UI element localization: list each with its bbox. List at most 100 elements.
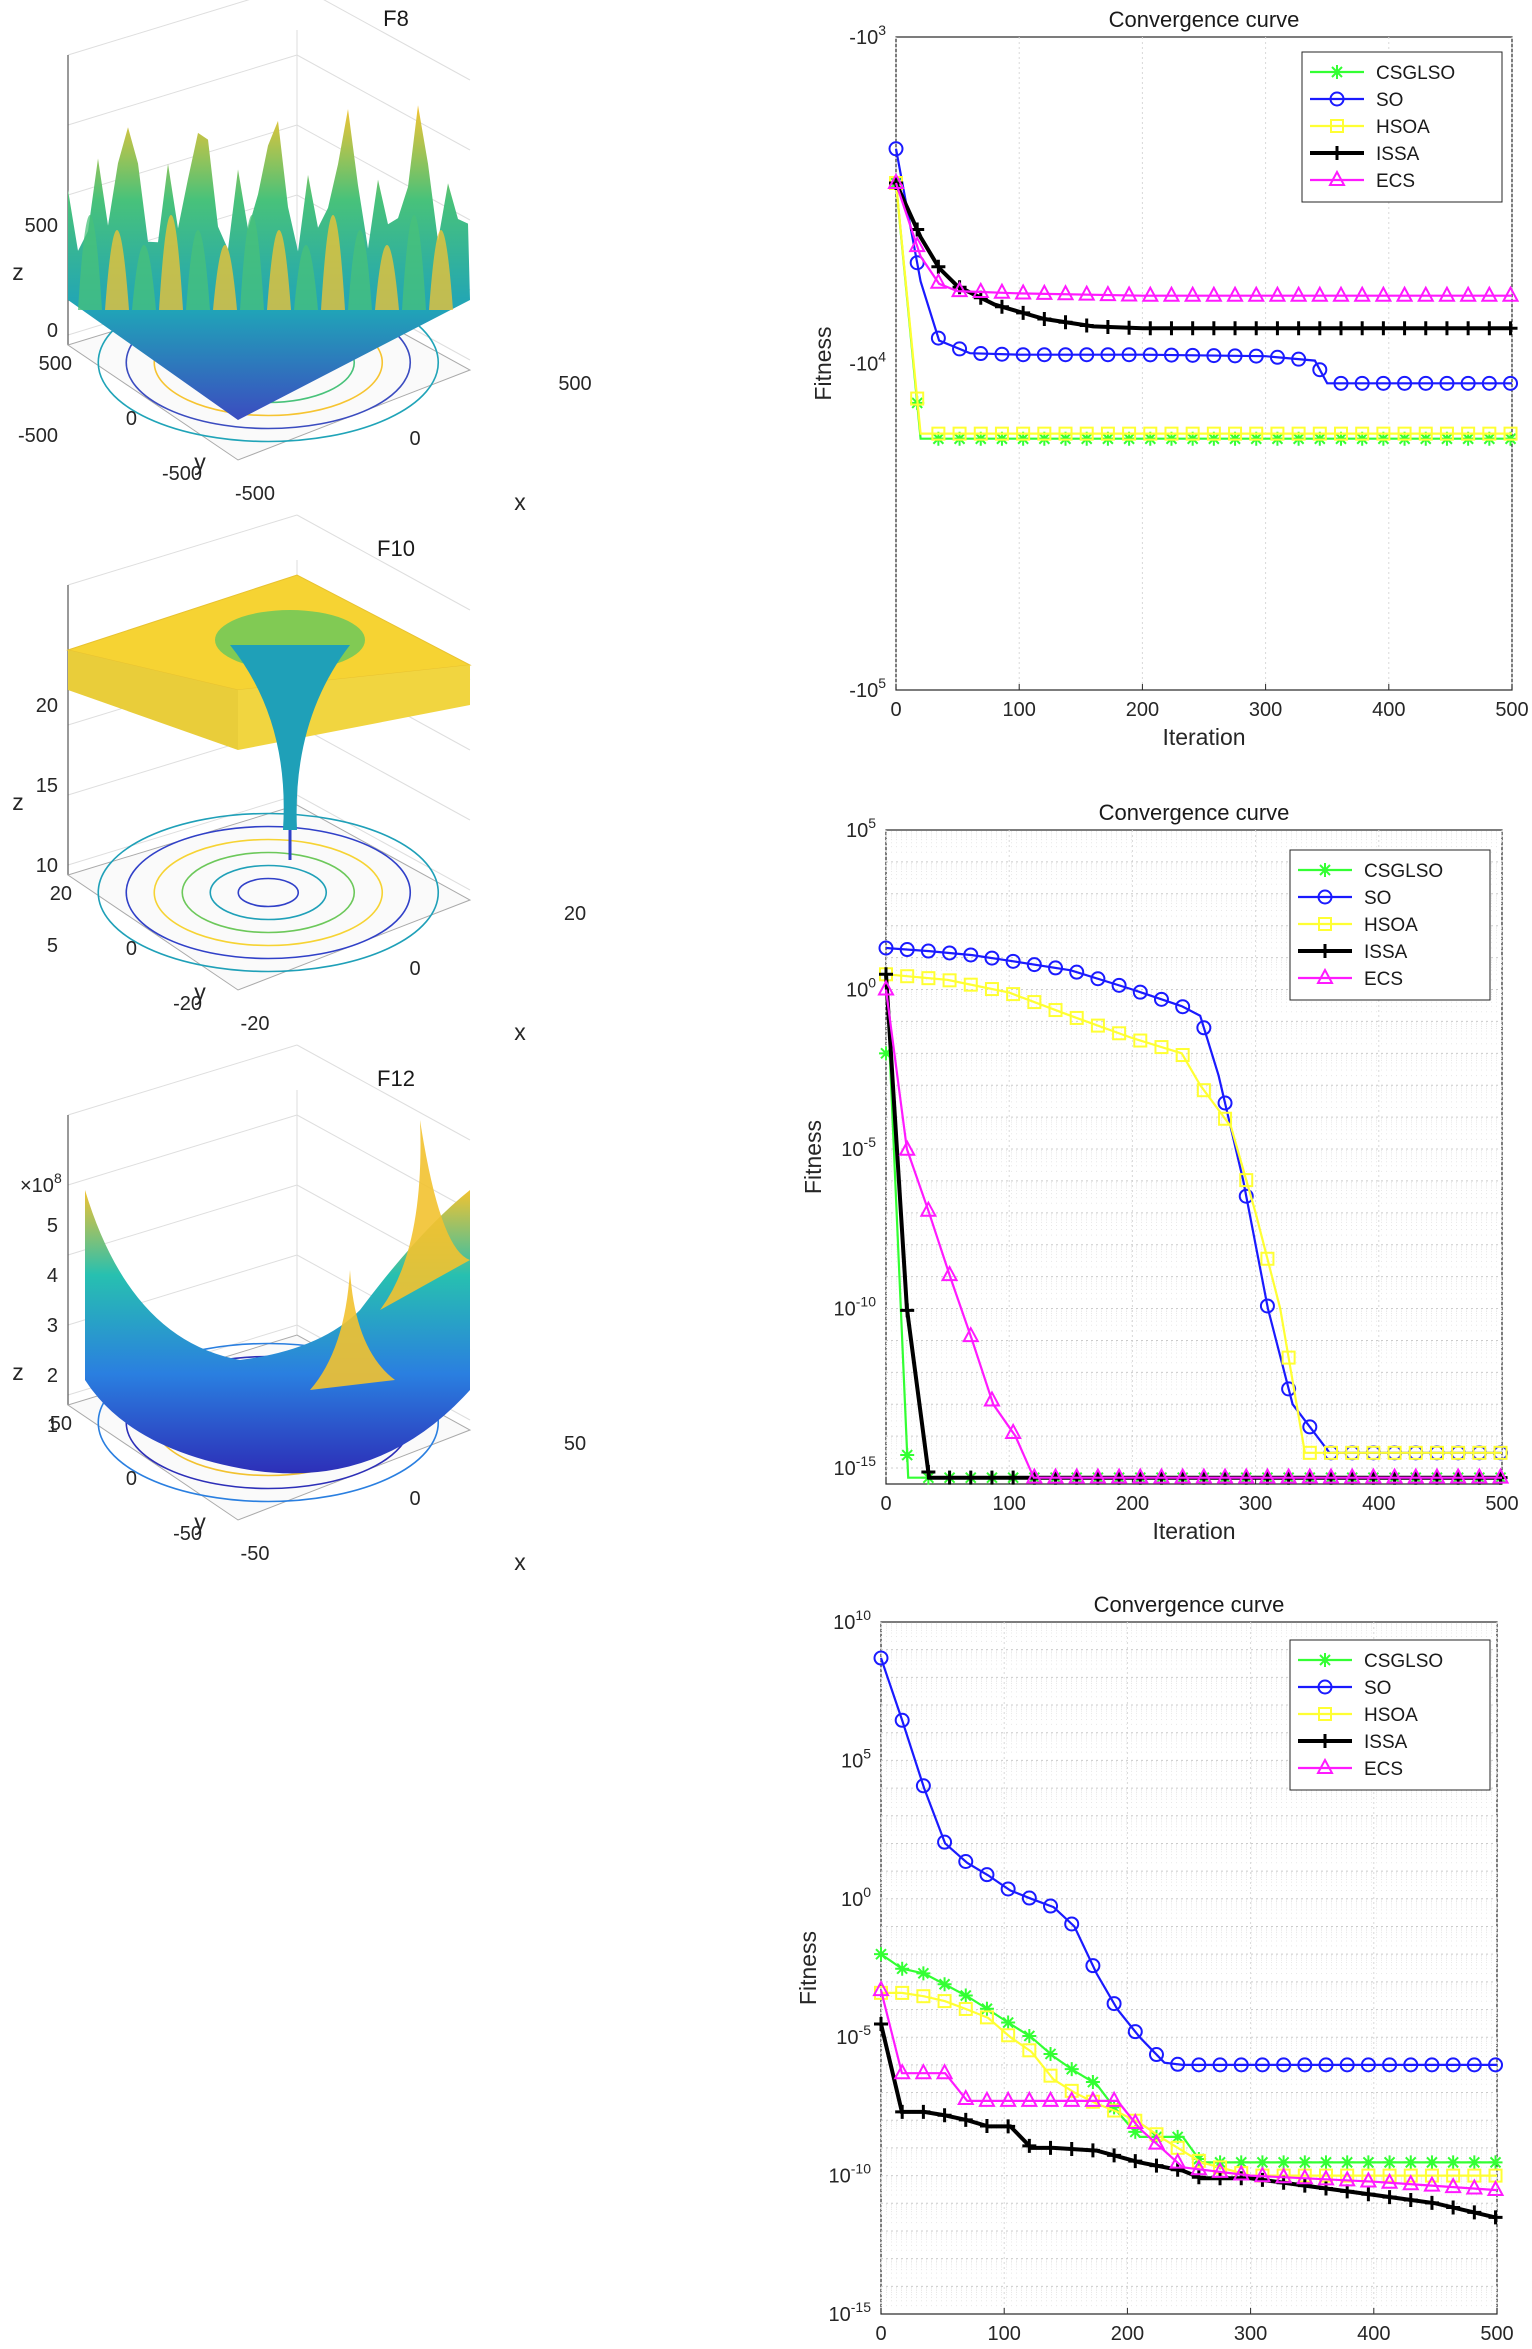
series-marker (1503, 375, 1519, 391)
series-marker (1043, 2140, 1058, 2155)
grid-line (296, 724, 471, 821)
y-tick-label: 10-15 (829, 2299, 872, 2326)
series-marker (1253, 2166, 1272, 2183)
series-marker (942, 1470, 957, 1485)
series-marker (1340, 2168, 1355, 2183)
series-marker (1258, 1467, 1277, 1484)
series-marker (1319, 2155, 1333, 2170)
series-ecs (877, 979, 1510, 1484)
x-tick-label: 400 (1357, 2323, 1390, 2345)
series-marker (1133, 1033, 1148, 1048)
contour-ring (209, 864, 328, 921)
convergence-chart-3: 0 100 200 300 400 500 1010 105 100 10-5 10-10 10-15… (795, 1592, 1514, 2349)
series-marker (1343, 1467, 1361, 1484)
series-marker (1107, 2100, 1122, 2115)
series-marker (1446, 2200, 1461, 2215)
x-tick-label: -20 (241, 1013, 270, 1035)
series-marker (1183, 285, 1202, 302)
series-marker (1418, 321, 1433, 336)
y-tick-label: -20 (173, 993, 202, 1015)
surface-bowl (85, 1190, 470, 1474)
series-marker (908, 236, 926, 253)
series-marker (1121, 347, 1137, 363)
legend-label: CSGLSO (1364, 861, 1443, 882)
legend-label: ISSA (1376, 144, 1420, 165)
legend-marker (1318, 1734, 1332, 1748)
legend: CSGLSO SO HSOA ISSA ECS (1289, 849, 1491, 1001)
surface-peak (402, 215, 426, 310)
series-marker (887, 172, 905, 189)
series-marker (1143, 321, 1158, 336)
series-marker (888, 141, 904, 157)
y-tick-label: 20 (50, 883, 72, 905)
series-marker (1403, 2057, 1419, 2073)
series-marker (1191, 2153, 1206, 2168)
x-tick-label: 400 (1362, 1493, 1395, 1515)
series-marker (1403, 2192, 1418, 2207)
series-marker (1322, 1467, 1340, 1484)
series-marker (1064, 2062, 1079, 2077)
series-marker (893, 2063, 911, 2080)
z-tick-label: 500 (25, 215, 58, 237)
series-marker (879, 967, 893, 982)
series-marker (900, 1303, 915, 1318)
series-marker (1340, 2184, 1355, 2199)
legend-label: HSOA (1364, 1705, 1418, 1726)
z-axis-label: z (12, 259, 24, 285)
series-marker (1248, 348, 1264, 364)
series-marker (1439, 426, 1454, 441)
surface-peak (321, 215, 345, 310)
grid-line (296, 1044, 471, 1141)
legend-label: ECS (1364, 969, 1403, 990)
series-marker (1361, 2187, 1376, 2202)
x-axis-label: x (514, 1019, 526, 1045)
series-marker (1255, 2155, 1270, 2170)
series-marker (1168, 2152, 1187, 2169)
series-marker (1249, 321, 1264, 336)
series-marker (1020, 2090, 1039, 2107)
series-marker (1014, 283, 1032, 300)
x-tick-label: 400 (1372, 699, 1405, 721)
z-tick-label: 0 (47, 320, 58, 342)
series-marker (1005, 953, 1021, 969)
series-marker (1439, 321, 1454, 336)
series-marker (1152, 1467, 1171, 1484)
contour-ring (153, 838, 384, 947)
x-tick-label: 0 (880, 1493, 891, 1515)
x-tick-label: 500 (1480, 2323, 1513, 2345)
contour-ring (237, 877, 300, 908)
series-marker (1238, 1188, 1254, 1204)
y-axis-label: y (194, 1509, 206, 1535)
grid-line (67, 1184, 298, 1256)
series-marker (1482, 426, 1497, 441)
grid-line (67, 794, 298, 866)
series-marker (1281, 1350, 1296, 1365)
x-axis-label: Iteration (1152, 1518, 1235, 1544)
series-marker (1268, 285, 1287, 302)
series-marker (1318, 2057, 1334, 2073)
y-tick-label: -105 (849, 675, 886, 702)
series-marker (1332, 285, 1350, 302)
series-marker (1079, 426, 1094, 441)
legend-label: ECS (1364, 1759, 1403, 1780)
surface-peak (380, 1120, 470, 1310)
surface-peak (78, 215, 102, 310)
y-tick-label: 100 (841, 1884, 871, 1911)
series-hsoa (889, 175, 1518, 441)
series-marker (1107, 2148, 1122, 2163)
series-marker (999, 2090, 1017, 2107)
series-marker (1149, 2158, 1164, 2173)
z-axis-label: z (12, 1359, 24, 1385)
series-marker (1170, 2056, 1186, 2072)
series-marker (1366, 1445, 1381, 1460)
series-marker (1491, 1467, 1510, 1484)
series-marker (1147, 2133, 1166, 2150)
series-marker (1022, 2028, 1037, 2043)
series-marker (1382, 2057, 1398, 2073)
series-marker (979, 1867, 995, 1883)
series-marker (1058, 315, 1073, 330)
legend-label: SO (1376, 90, 1403, 111)
legend-marker (1318, 917, 1332, 931)
y-tick-label: -103 (849, 22, 886, 49)
